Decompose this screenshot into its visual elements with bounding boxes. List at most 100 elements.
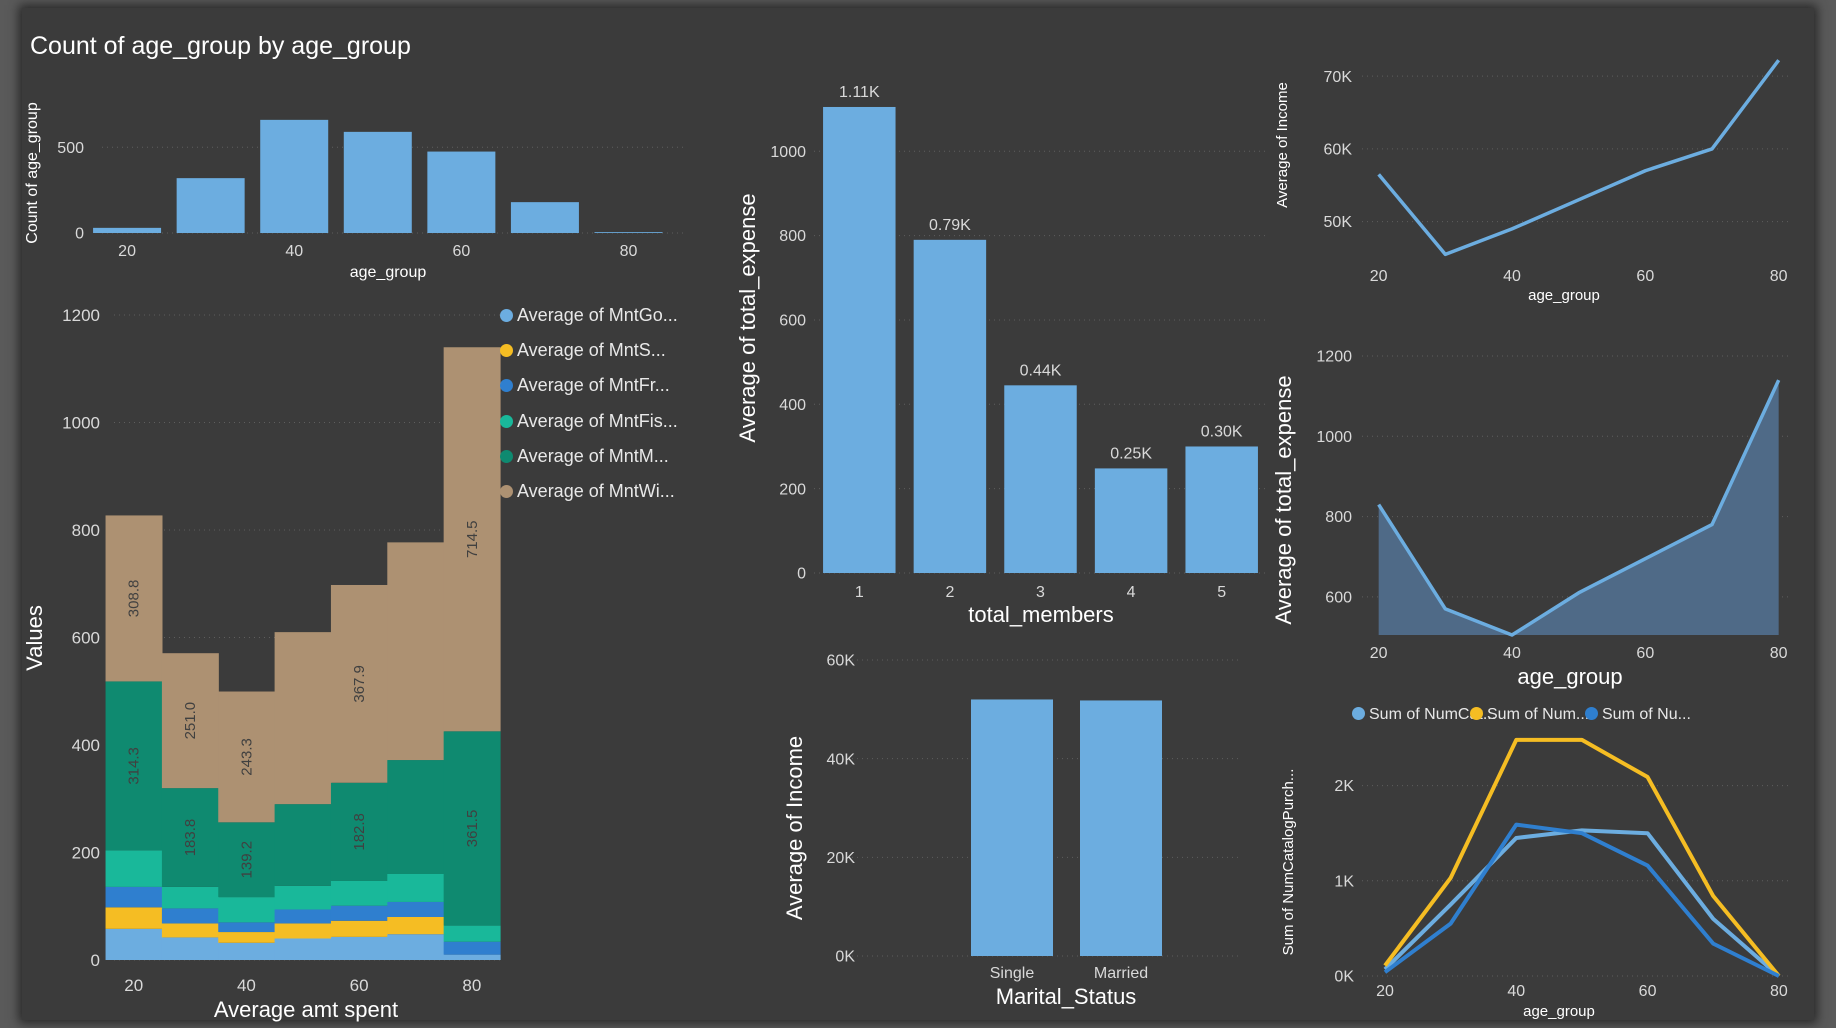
legend-label: Sum of Num...: [1487, 706, 1590, 723]
y-tick-label: 200: [779, 481, 806, 498]
data-label: 139.2: [238, 841, 255, 879]
stack-segment: [161, 937, 219, 960]
stack-segment: [105, 681, 163, 851]
x-tick-label: 80: [1770, 268, 1788, 285]
x-tick-label: 20: [118, 243, 136, 260]
spend-stacked-chart[interactable]: 314.3 183.8 139.2 182.8 361.5 308.8 251.0 243.3…: [22, 293, 712, 1022]
stack-segment: [218, 942, 276, 960]
y-tick-label: 0: [75, 226, 84, 243]
stack-segment: [161, 788, 219, 887]
y-tick-label: 800: [779, 228, 806, 245]
dashboard-canvas: Count of age_group by age_group 0 500 20 40…: [22, 8, 1814, 1022]
series-line: [1383, 822, 1780, 978]
age-count-chart[interactable]: Count of age_group by age_group 0 500 20 40…: [22, 8, 712, 288]
y-tick-label: 600: [72, 628, 100, 647]
x-tick-label: 1: [855, 584, 864, 601]
age-purchases-chart[interactable]: 0K 1K 2K 20 40 60 80 age_group Sum of NumCatalog…: [1262, 698, 1802, 1020]
y-tick-label: 50K: [1324, 214, 1353, 231]
legend-swatch: [1352, 707, 1365, 720]
x-axis-title: Average amt spent: [214, 997, 398, 1022]
bar: [260, 119, 329, 233]
legend-item[interactable]: Sum of Num...: [1470, 706, 1589, 724]
x-tick-label: 20: [1376, 983, 1394, 1000]
age-income-chart[interactable]: 50K 60K 70K 20 40 60 80 age_group Average of Inc…: [1262, 48, 1802, 318]
legend-item[interactable]: Sum of NumCat...: [1352, 706, 1496, 724]
y-tick-label: 800: [1325, 509, 1352, 526]
y-tick-label: 600: [1325, 589, 1352, 606]
y-tick-label: 1200: [1316, 349, 1352, 366]
legend-swatch: [500, 309, 513, 322]
data-label: 183.8: [182, 819, 199, 857]
stack-segment: [274, 804, 332, 886]
bar: [1185, 446, 1258, 573]
legend-label: Average of MntFis...: [517, 410, 678, 431]
legend-item[interactable]: Average of MntGo...: [500, 305, 678, 326]
area-fill: [1378, 380, 1779, 635]
x-axis-title: age_group: [1517, 664, 1622, 689]
stack-segment: [387, 917, 445, 935]
x-tick-label: 3: [1036, 584, 1045, 601]
stack-segment: [218, 691, 276, 823]
x-axis-title: age_group: [1523, 1003, 1595, 1020]
stack-segment: [218, 932, 276, 943]
legend-label: Average of MntM...: [517, 445, 669, 466]
stack-segment: [443, 731, 501, 926]
x-tick-label: 20: [1370, 268, 1388, 285]
data-label: 0.79K: [929, 217, 971, 234]
y-axis-title: Values: [22, 605, 47, 671]
x-tick-label: 4: [1127, 584, 1136, 601]
y-axis-title: Average of Income: [1274, 82, 1291, 208]
y-tick-label: 70K: [1324, 69, 1353, 86]
x-tick-label: Married: [1094, 965, 1148, 982]
age-expense-chart[interactable]: 600 800 1000 1200 20 40 60 80 age_group Average o…: [1262, 338, 1802, 698]
y-tick-label: 1000: [62, 413, 100, 432]
bar: [1094, 468, 1168, 573]
y-tick-label: 200: [72, 843, 100, 862]
stack-segment: [387, 760, 445, 874]
x-tick-label: 2: [945, 584, 954, 601]
age-expense-plot: 600 800 1000 1200 20 40 60 80 age_group Average o…: [1271, 349, 1792, 689]
legend-item[interactable]: Sum of Nu...: [1585, 706, 1691, 724]
stack-segment: [218, 922, 276, 933]
stack-segment: [161, 923, 219, 938]
stack-segment: [330, 584, 388, 783]
x-tick-label: 20: [124, 976, 143, 995]
y-axis-title: Average of total_expense: [735, 193, 760, 442]
legend-item[interactable]: Average of MntWi...: [500, 481, 675, 502]
marital-income-chart[interactable]: Single Married 0K 20K 40K 60K Marital_Status Av…: [722, 638, 1272, 1018]
legend-item[interactable]: Average of MntM...: [500, 446, 669, 467]
y-tick-label: 20K: [827, 850, 856, 867]
stack-segment: [443, 941, 501, 955]
legend-item[interactable]: Average of MntS...: [500, 340, 666, 361]
legend-item[interactable]: Average of MntFr...: [500, 375, 670, 396]
x-tick-label: 40: [1503, 268, 1521, 285]
data-label: 0.44K: [1020, 362, 1062, 379]
y-tick-label: 60K: [1324, 142, 1353, 159]
purchases-legend[interactable]: Sum of NumCat... Sum of Num... Sum of Nu..…: [1310, 704, 1780, 730]
y-tick-label: 800: [72, 521, 100, 540]
members-expense-chart[interactable]: 1.11K 1 0.79K 2 0.44K 3 0.25K 4 0.30K 5 0 200 400 600…: [722, 48, 1272, 648]
legend-swatch: [1585, 707, 1598, 720]
x-tick-label: 40: [285, 243, 303, 260]
series-line: [1377, 59, 1781, 257]
y-tick-label: 400: [72, 736, 100, 755]
age-count-plot: 0 500 20 40 60 80 age_group Count of age_group: [24, 102, 687, 281]
series-line: [1377, 379, 1781, 637]
marital-income-plot: Single Married 0K 20K 40K 60K Marital_Status Av…: [782, 653, 1242, 1009]
age-purchases-plot: 0K 1K 2K 20 40 60 80 age_group Sum of NumCatalog…: [1280, 737, 1792, 1020]
stack-segment: [161, 886, 219, 909]
spend-legend[interactable]: Average of MntGo... Average of MntS... Ave…: [500, 305, 712, 505]
x-tick-label: 60: [1639, 983, 1657, 1000]
x-tick-label: 60: [452, 243, 470, 260]
bar: [594, 232, 663, 233]
stack-segment: [387, 901, 445, 917]
y-axis-title: Count of age_group: [24, 102, 41, 244]
x-tick-label: 80: [620, 243, 638, 260]
y-tick-label: 400: [779, 397, 806, 414]
stack-segment: [218, 897, 276, 923]
x-axis-title: age_group: [1528, 287, 1600, 304]
legend-label: Average of MntS...: [517, 340, 666, 361]
data-label: 714.5: [464, 520, 481, 558]
legend-item[interactable]: Average of MntFis...: [500, 411, 678, 432]
legend-label: Average of MntFr...: [517, 375, 670, 396]
